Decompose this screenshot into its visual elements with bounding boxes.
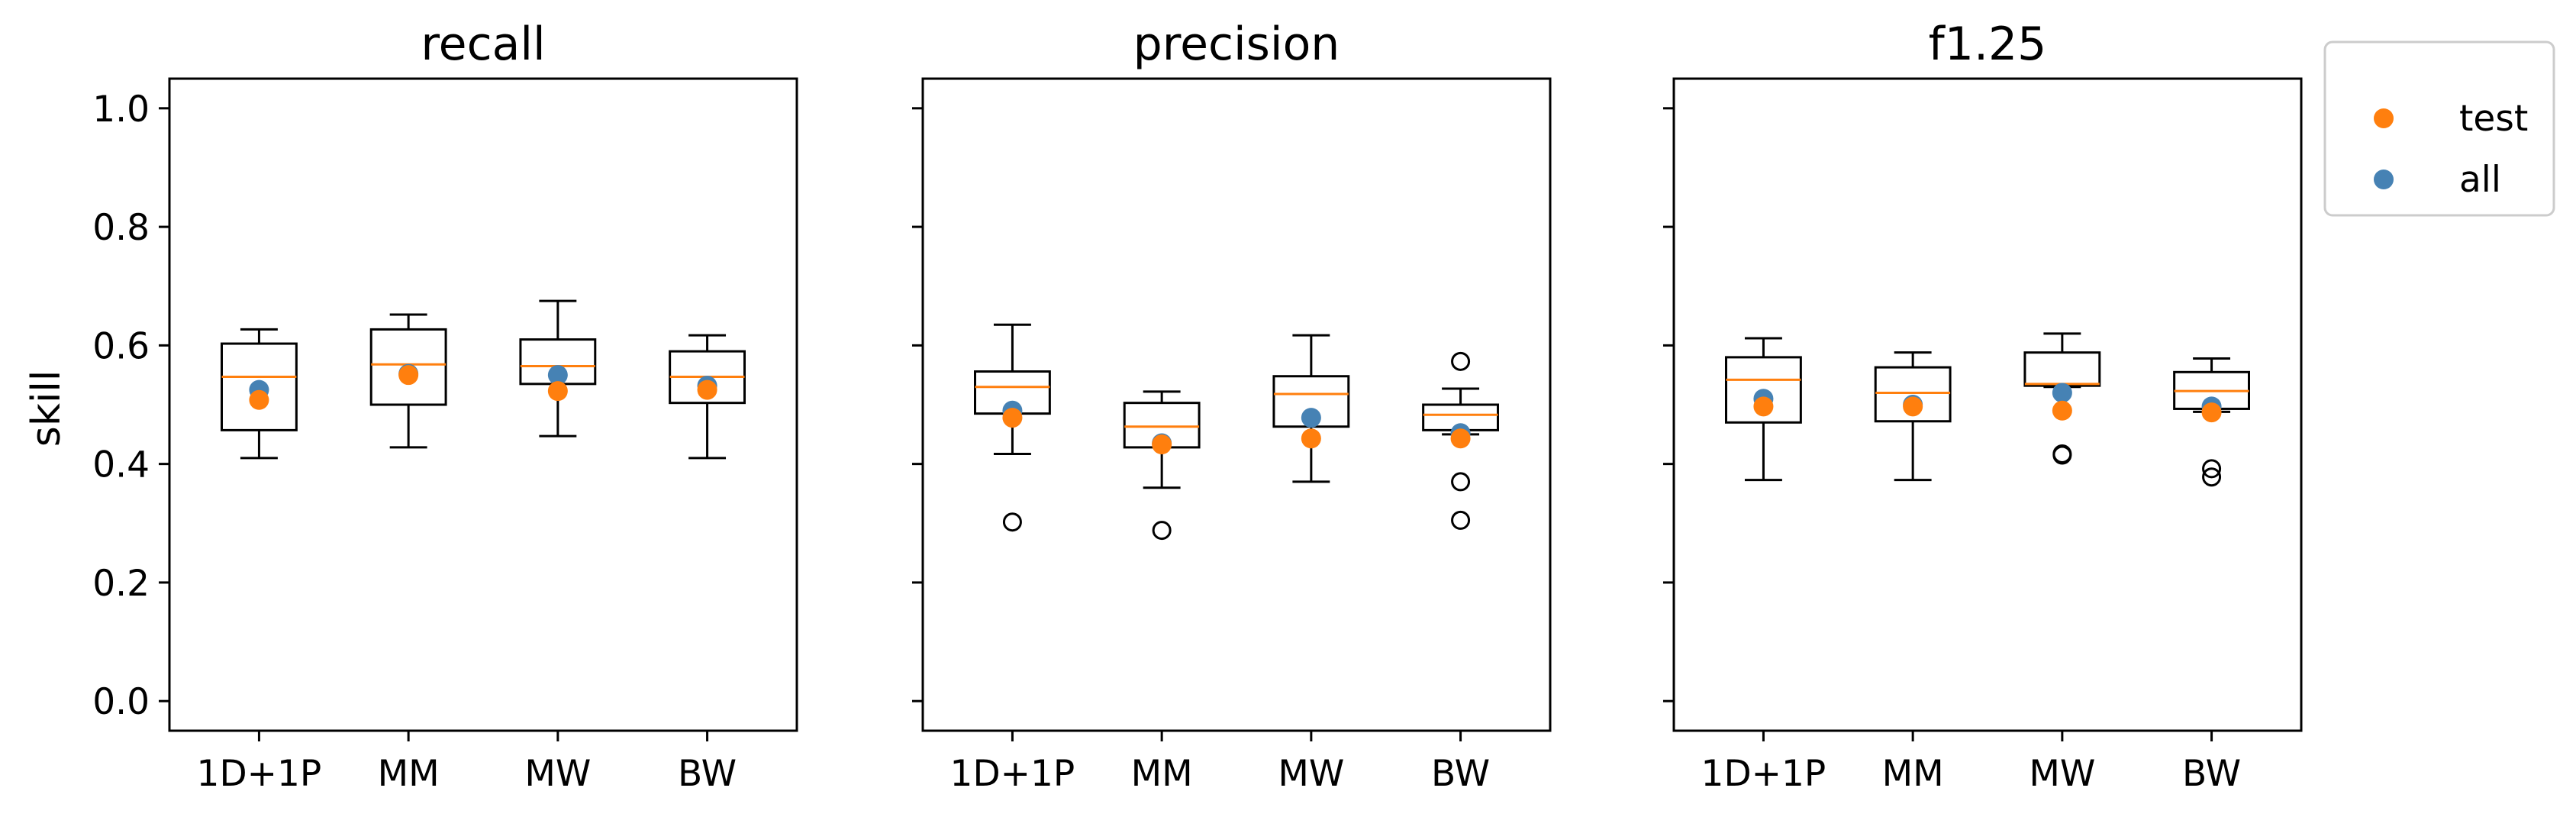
test-point (1450, 428, 1471, 449)
x-tick-label: BW (2182, 753, 2241, 795)
all-point (1301, 408, 1321, 428)
test-point (1002, 408, 1023, 428)
iqr-box (2023, 351, 2101, 387)
outlier-point (1451, 351, 1471, 371)
test-point (1152, 434, 1172, 455)
y-tick-label: 0.4 (92, 444, 150, 486)
x-tick-label: MW (1278, 753, 1344, 795)
legend-marker-all (2374, 170, 2394, 189)
x-tick-label: BW (678, 753, 737, 795)
box-1d-1p: 1D+1P (950, 323, 1075, 795)
x-tick-label: MM (1131, 753, 1193, 795)
box-mm: MM (369, 313, 447, 795)
test-point (1753, 396, 1774, 417)
y-tick-label: 0.2 (92, 563, 150, 605)
box-mm: MM (1874, 351, 1952, 795)
legend-label-test: test (2459, 98, 2528, 140)
axes-frame (1672, 77, 2303, 732)
test-point (1903, 396, 1923, 417)
legend: test all (2323, 40, 2555, 217)
box-mw: MW (1272, 334, 1350, 795)
x-tick-label: 1D+1P (950, 753, 1075, 795)
all-point (2052, 383, 2072, 403)
box-mw: MW (2023, 332, 2101, 795)
y-tick-label: 0.8 (92, 207, 150, 249)
legend-marker-test (2374, 108, 2394, 128)
panel-recall: recall 0.0 0.2 0.4 0.6 0.8 1.0 1D+1P MM MW BW (92, 18, 798, 795)
panel-title: precision (1133, 18, 1340, 71)
box-1d-1p: 1D+1P (197, 328, 322, 795)
box-mm: MM (1123, 390, 1201, 795)
x-tick-label: 1D+1P (197, 753, 322, 795)
iqr-box (1874, 366, 1952, 423)
test-point (1301, 428, 1321, 449)
panel-f1-25: f1.25 1D+1P MM MW BW (1663, 18, 2303, 795)
panel-precision: precision 1D+1P MM MW BW (912, 18, 1552, 795)
iqr-box (369, 328, 447, 406)
box-bw: BW (1422, 351, 1499, 795)
x-tick-label: MW (2029, 753, 2095, 795)
box-bw: BW (669, 334, 746, 795)
x-tick-label: MW (524, 753, 591, 795)
outlier-point (1002, 512, 1022, 532)
test-point (249, 389, 269, 410)
axes-frame (168, 77, 798, 732)
panel-title: f1.25 (1929, 18, 2047, 71)
test-point (2052, 400, 2072, 421)
y-tick-label: 0.6 (92, 325, 150, 367)
x-tick-label: MM (1882, 753, 1944, 795)
test-point (398, 365, 419, 386)
legend-label-all: all (2459, 159, 2501, 201)
test-point (2201, 402, 2222, 423)
axes-frame (921, 77, 1552, 732)
outlier-point (1451, 472, 1471, 492)
x-tick-label: MM (378, 753, 440, 795)
outlier-point (2052, 445, 2072, 465)
all-point (547, 365, 568, 386)
box-1d-1p: 1D+1P (1701, 337, 1826, 795)
iqr-box (221, 342, 298, 431)
outlier-point (2202, 459, 2222, 479)
test-point (547, 381, 568, 402)
x-tick-label: BW (1431, 753, 1490, 795)
y-axis-label: skill (24, 370, 69, 447)
box-bw: BW (2173, 357, 2250, 795)
outlier-point (1451, 510, 1471, 530)
outlier-point (1152, 521, 1172, 541)
box-mw: MW (519, 299, 597, 795)
test-point (697, 379, 717, 400)
panel-title: recall (421, 18, 545, 71)
x-tick-label: 1D+1P (1701, 753, 1826, 795)
y-tick-label: 1.0 (92, 89, 150, 131)
outlier-point (2202, 467, 2222, 487)
iqr-box (1725, 356, 1802, 424)
y-tick-label: 0.0 (92, 681, 150, 723)
